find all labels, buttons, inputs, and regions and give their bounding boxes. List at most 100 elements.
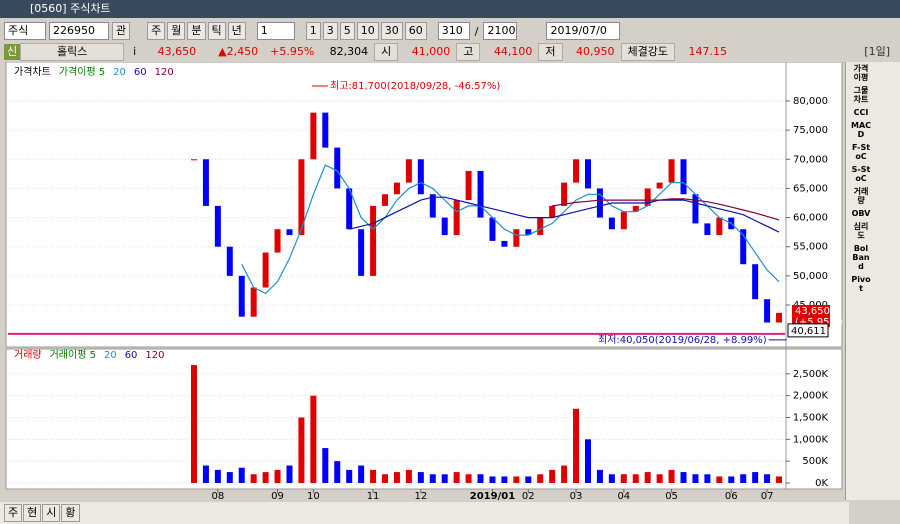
count-box[interactable]: 1 xyxy=(256,22,295,40)
candle xyxy=(202,159,209,206)
volume-bar xyxy=(668,469,675,483)
candle xyxy=(549,205,556,218)
volume-bar xyxy=(680,472,687,483)
interval-button[interactable]: 10 xyxy=(356,22,379,40)
bottom-tab[interactable]: 시 xyxy=(42,504,61,522)
period-button[interactable]: 년 xyxy=(227,22,246,40)
interval-button[interactable]: 1 xyxy=(305,22,321,40)
volume-bar xyxy=(286,465,293,483)
x-tick-label: 03 xyxy=(570,491,583,502)
low-annotation: 최저:40,050(2019/06/28, +8.99%) xyxy=(598,334,767,346)
period-button[interactable]: 주 xyxy=(147,22,166,40)
window-title: [0560] 주식차트 xyxy=(30,2,111,15)
candle xyxy=(453,200,460,236)
y-tick-label: 60,000 xyxy=(793,213,828,224)
high-label: 고 xyxy=(456,43,481,61)
total-count[interactable]: 2100 xyxy=(483,22,518,40)
interval-button[interactable]: 3 xyxy=(322,22,338,40)
volume-bar xyxy=(501,476,508,483)
volume-bar xyxy=(752,472,759,483)
info[interactable]: i xyxy=(133,45,137,58)
candle xyxy=(190,159,197,161)
code-input[interactable]: 226950 xyxy=(49,22,109,40)
x-tick-label: 07 xyxy=(761,491,774,502)
volume-bar xyxy=(489,476,496,483)
candle xyxy=(668,159,675,183)
candle xyxy=(656,182,663,189)
interval-button[interactable]: 60 xyxy=(404,22,427,40)
title-bar: [0560] 주식차트 xyxy=(0,0,900,18)
indicator-button[interactable]: Bol Band xyxy=(852,244,870,271)
volume-bar xyxy=(692,474,699,483)
last-price-label: 43,650 xyxy=(795,306,830,317)
candle xyxy=(370,205,377,276)
candle xyxy=(644,188,651,206)
volume-bar xyxy=(632,474,639,483)
candle xyxy=(776,312,783,323)
volume-bar xyxy=(393,472,400,483)
legend-entry: 60 xyxy=(125,350,138,361)
bottom-tab[interactable]: 황 xyxy=(61,504,80,522)
volume-bar xyxy=(262,472,269,483)
candle xyxy=(752,264,759,300)
indicator-button[interactable]: 가격이평 xyxy=(853,64,869,82)
indicator-button[interactable]: OBV xyxy=(851,209,871,218)
x-tick-label: 2019/01 xyxy=(470,491,515,502)
date-select[interactable]: 2019/07/0 xyxy=(546,22,621,40)
volume-bar xyxy=(370,469,377,483)
low-label: 저 xyxy=(538,43,563,61)
volume-bar xyxy=(417,472,424,483)
volume-bar xyxy=(465,474,472,483)
candle xyxy=(537,217,544,236)
candle xyxy=(525,229,532,236)
candle xyxy=(393,182,400,195)
y-tick-label: 65,000 xyxy=(793,183,828,194)
candle xyxy=(680,159,687,195)
period-button[interactable]: 틱 xyxy=(207,22,226,40)
market-select[interactable]: 주식 xyxy=(4,22,46,40)
indicator-button[interactable]: MACD xyxy=(850,121,872,139)
volume-bar xyxy=(238,467,245,483)
candle xyxy=(573,159,580,183)
volume-bar xyxy=(549,469,556,483)
interval-button[interactable]: 30 xyxy=(380,22,403,40)
x-tick-label: 09 xyxy=(271,491,284,502)
indicator-button[interactable]: S-StoC xyxy=(851,165,871,183)
open-label: 시 xyxy=(374,43,399,61)
volume-bar xyxy=(441,474,448,483)
bottom-tab[interactable]: 현 xyxy=(23,504,42,522)
x-tick-label: 05 xyxy=(665,491,678,502)
strength-label: 체결강도 xyxy=(620,43,675,61)
candle xyxy=(274,229,281,253)
badge: 신 xyxy=(4,44,21,60)
volume-bar xyxy=(298,417,305,483)
indicator-button[interactable]: F-StoC xyxy=(851,143,871,161)
indicator-button[interactable]: CCI xyxy=(853,108,869,117)
view-count[interactable]: 310 xyxy=(437,22,470,40)
search-button[interactable]: 관 xyxy=(112,22,131,40)
x-tick-label: 02 xyxy=(522,491,535,502)
candle xyxy=(489,217,496,241)
indicator-button[interactable]: 거래량 xyxy=(853,187,869,205)
candle xyxy=(513,229,520,247)
period-button[interactable]: 분 xyxy=(187,22,206,40)
y-tick-label: 1,000K xyxy=(793,434,829,445)
bottom-tab[interactable]: 주 xyxy=(4,504,23,522)
y-tick-label: 75,000 xyxy=(793,125,828,136)
candle xyxy=(704,223,711,236)
indicator-button[interactable]: 심리도 xyxy=(853,222,869,240)
candle xyxy=(584,159,591,189)
interval-button[interactable]: 5 xyxy=(339,22,355,40)
indicator-button[interactable]: Pivot xyxy=(851,275,871,293)
volume-bar xyxy=(656,474,663,483)
moving-average xyxy=(349,196,780,233)
change-rate: +5.95% xyxy=(270,45,315,58)
candle xyxy=(740,229,747,265)
volume-bar xyxy=(561,465,568,483)
indicator-button[interactable]: 그물차트 xyxy=(853,86,869,104)
candle xyxy=(561,182,568,206)
interval-buttons: 1 3 5 10 30 60 xyxy=(305,22,427,40)
period-button[interactable]: 월 xyxy=(167,22,186,40)
open: 41,000 xyxy=(411,45,451,58)
